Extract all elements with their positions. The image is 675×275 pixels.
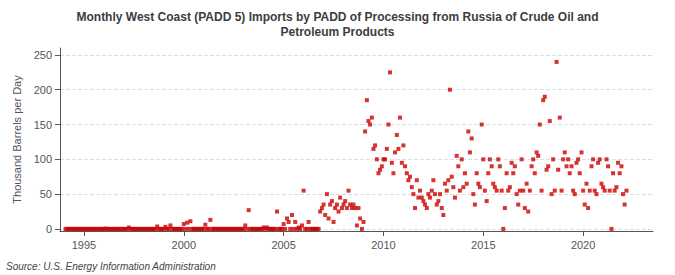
svg-text:0: 0 (46, 223, 52, 235)
svg-text:200: 200 (34, 84, 52, 96)
svg-text:2005: 2005 (271, 239, 295, 251)
svg-text:250: 250 (34, 49, 52, 61)
svg-text:100: 100 (34, 153, 52, 165)
svg-text:2010: 2010 (371, 239, 395, 251)
svg-text:2015: 2015 (471, 239, 495, 251)
svg-text:Monthly West Coast (PADD 5) Im: Monthly West Coast (PADD 5) Imports by P… (76, 10, 598, 24)
svg-text:Source: U.S. Energy Informatio: Source: U.S. Energy Information Administ… (6, 261, 216, 272)
svg-text:2020: 2020 (571, 239, 595, 251)
svg-text:150: 150 (34, 119, 52, 131)
svg-text:Thousand Barrels per Day: Thousand Barrels per Day (11, 75, 23, 204)
svg-text:1995: 1995 (72, 239, 96, 251)
svg-text:Petroleum Products: Petroleum Products (280, 25, 394, 39)
svg-text:2000: 2000 (172, 239, 196, 251)
svg-text:50: 50 (40, 188, 52, 200)
